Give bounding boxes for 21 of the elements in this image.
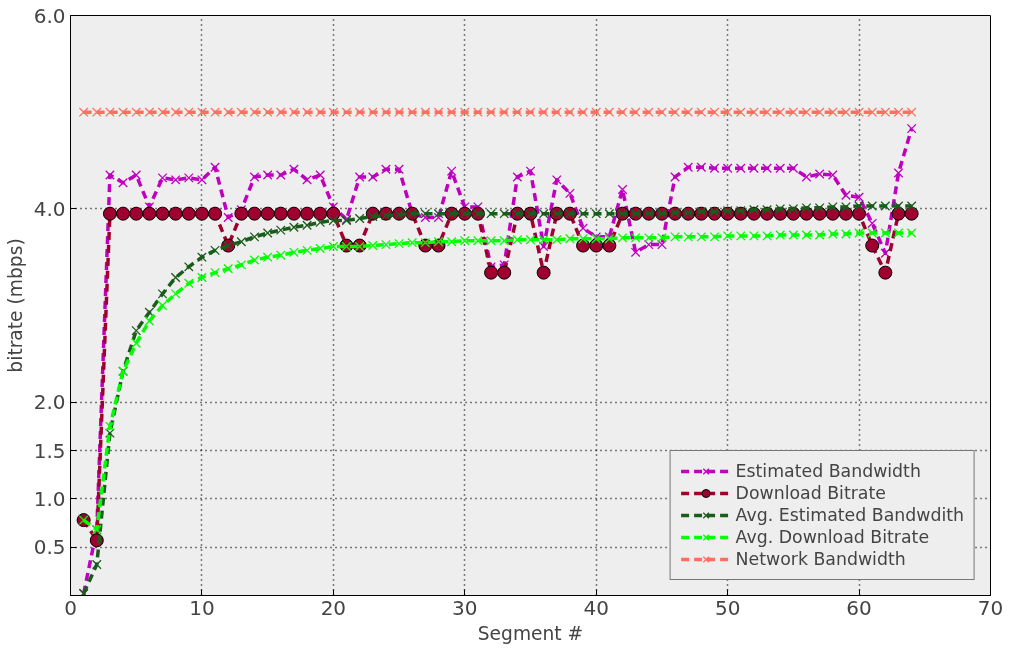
x-tick-label: 30	[452, 595, 478, 620]
y-tick-label: 1.5	[33, 438, 66, 463]
x-tick-label: 20	[320, 595, 347, 620]
x-tick-label: 0	[64, 595, 77, 620]
x-axis-title: Segment #	[477, 622, 584, 644]
x-tick-label: 50	[714, 595, 741, 620]
legend-label: Avg. Estimated Bandwdith	[735, 505, 964, 525]
x-tick-label: 60	[846, 595, 872, 620]
x-tick-label: 10	[189, 595, 215, 620]
x-tick-label: 70	[977, 595, 1004, 620]
y-tick-label: 6.0	[33, 3, 66, 28]
y-tick-label: 4.0	[33, 196, 66, 221]
legend-label: Avg. Download Bitrate	[735, 527, 930, 547]
legend-label: Estimated Bandwidth	[735, 461, 921, 481]
legend-label: Download Bitrate	[735, 483, 886, 503]
y-tick-label: 1.0	[33, 486, 66, 511]
y-tick-label: 0.5	[33, 535, 66, 560]
x-tick-label: 40	[583, 595, 609, 620]
y-axis-title: bitrate (mbps)	[4, 238, 26, 373]
legend-label: Network Bandwidth	[735, 549, 906, 569]
y-tick-label: 2.0	[33, 390, 66, 415]
